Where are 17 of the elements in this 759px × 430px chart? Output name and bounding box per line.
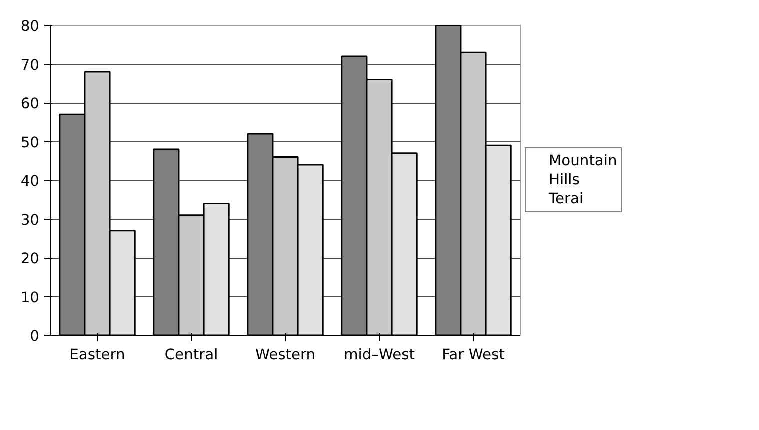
text: Terai [549,190,584,208]
text: Hills [549,172,580,188]
y-tick-label: 80 [20,18,40,35]
x-tick-label: mid–West [344,346,416,364]
x-tick-label: Eastern [70,346,126,364]
y-tick-label: 50 [20,134,40,152]
x-tick-label: Western [255,346,316,364]
y-tick-label: 70 [20,56,40,74]
y-tick-label: 40 [20,173,40,190]
text: Mountain [549,152,618,170]
y-tick-label: 60 [20,96,40,112]
x-tick-label: Far West [442,346,506,364]
y-tick-label: 0 [30,328,40,345]
y-tick-label: 30 [20,212,40,229]
x-tick-label: Central [164,346,218,364]
y-tick-label: 20 [20,250,40,268]
y-tick-label: 10 [20,289,40,306]
